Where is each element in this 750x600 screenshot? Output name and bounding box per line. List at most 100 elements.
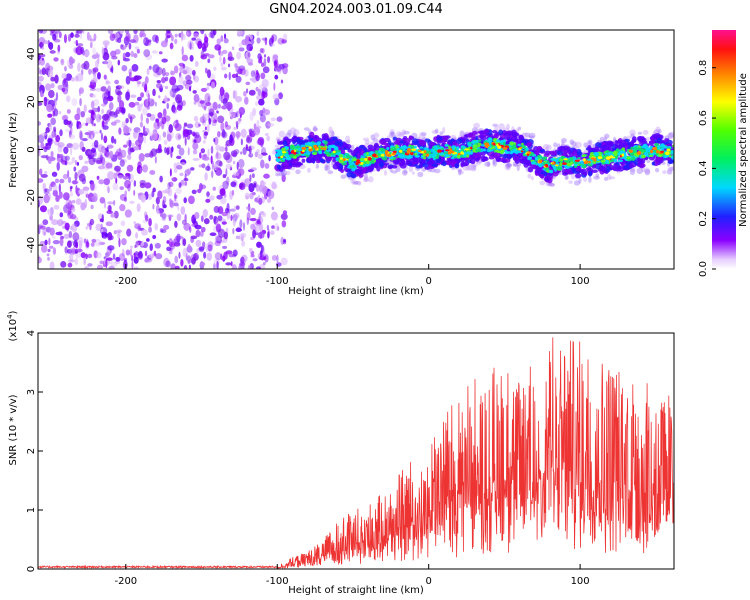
trace-halo-speck bbox=[352, 180, 359, 185]
noise-speckle bbox=[90, 78, 98, 83]
trace-core-speck bbox=[450, 156, 455, 160]
noise-speckle bbox=[110, 161, 113, 170]
noise-speckle bbox=[81, 165, 89, 173]
noise-speckle bbox=[101, 92, 107, 101]
noise-speckle bbox=[242, 146, 247, 156]
noise-speckle bbox=[212, 101, 218, 111]
noise-speckle bbox=[194, 60, 199, 67]
trace-halo-speck bbox=[275, 136, 281, 143]
noise-speckle bbox=[270, 211, 278, 221]
noise-speckle bbox=[113, 199, 116, 206]
noise-speckle bbox=[47, 137, 53, 143]
noise-speckle bbox=[66, 208, 72, 217]
trace-peak-speck bbox=[628, 149, 633, 153]
trace-halo-speck bbox=[278, 171, 284, 177]
noise-speckle bbox=[275, 262, 282, 267]
trace-peak-speck bbox=[314, 147, 317, 150]
noise-speckle bbox=[230, 261, 233, 267]
trace-band-speck bbox=[557, 146, 564, 152]
trace-halo-speck bbox=[516, 164, 520, 172]
noise-speckle bbox=[194, 121, 201, 129]
noise-speckle bbox=[39, 225, 47, 230]
noise-speckle bbox=[226, 202, 230, 212]
noise-speckle bbox=[38, 168, 43, 176]
noise-speckle bbox=[106, 257, 113, 261]
noise-speckle bbox=[81, 138, 88, 142]
noise-speckle bbox=[74, 220, 80, 227]
noise-speckle bbox=[174, 88, 181, 92]
noise-speckle bbox=[138, 250, 143, 259]
trace-halo-speck bbox=[459, 170, 464, 175]
noise-speckle bbox=[108, 80, 112, 85]
trace-core-speck bbox=[649, 154, 653, 158]
noise-speckle bbox=[74, 75, 79, 82]
noise-speckle bbox=[61, 73, 67, 80]
trace-core-speck bbox=[615, 148, 620, 152]
noise-speckle bbox=[244, 178, 251, 187]
snr-x-ticks: -200 -100 0 100 bbox=[114, 564, 590, 587]
noise-speckle bbox=[171, 177, 175, 181]
trace-core-speck bbox=[617, 159, 623, 163]
noise-speckle bbox=[38, 55, 42, 59]
noise-speckle bbox=[249, 174, 252, 182]
noise-speckle bbox=[53, 108, 59, 117]
noise-speckle bbox=[186, 79, 193, 85]
trace-band-speck bbox=[442, 160, 447, 167]
trace-halo-speck bbox=[329, 130, 335, 137]
noise-speckle bbox=[215, 168, 223, 176]
noise-speckle bbox=[259, 114, 266, 123]
noise-speckle bbox=[48, 122, 53, 131]
trace-band-speck bbox=[617, 166, 625, 172]
trace-peak-speck bbox=[588, 160, 591, 164]
noise-speckle bbox=[245, 144, 248, 149]
noise-speckle bbox=[73, 240, 78, 248]
y-tick-label: 2 bbox=[26, 448, 37, 454]
trace-band-speck bbox=[378, 138, 386, 145]
noise-speckle bbox=[264, 37, 268, 46]
noise-speckle bbox=[200, 87, 208, 92]
noise-speckle bbox=[257, 231, 265, 239]
trace-band-speck bbox=[291, 136, 297, 142]
noise-speckle bbox=[140, 113, 144, 122]
trace-band-speck bbox=[575, 167, 580, 172]
noise-speckle bbox=[122, 248, 125, 257]
noise-speckle bbox=[97, 165, 105, 170]
noise-speckle bbox=[124, 196, 127, 202]
trace-halo-speck bbox=[593, 175, 600, 180]
noise-speckle bbox=[113, 138, 117, 145]
trace-halo-speck bbox=[350, 177, 354, 184]
trace-halo-speck bbox=[325, 162, 331, 168]
noise-speckle bbox=[62, 173, 69, 180]
noise-speckle bbox=[164, 76, 169, 82]
noise-speckle bbox=[126, 228, 132, 237]
noise-speckle bbox=[238, 264, 245, 269]
trace-peak-speck bbox=[293, 151, 297, 155]
trace-core-speck bbox=[374, 150, 379, 154]
noise-speckle bbox=[180, 162, 186, 166]
noise-speckle bbox=[253, 182, 256, 188]
trace-halo-speck bbox=[484, 161, 491, 167]
noise-speckle bbox=[239, 262, 246, 266]
trace-halo-speck bbox=[325, 165, 331, 171]
trace-core-speck bbox=[496, 139, 500, 143]
trace-core-speck bbox=[301, 153, 305, 157]
noise-speckle bbox=[129, 116, 133, 124]
noise-speckle bbox=[127, 113, 131, 119]
noise-speckle bbox=[181, 54, 189, 62]
trace-core-speck bbox=[559, 162, 563, 167]
noise-speckle bbox=[103, 91, 109, 100]
noise-speckle bbox=[207, 244, 213, 252]
noise-speckle bbox=[53, 98, 57, 103]
noise-speckle bbox=[169, 88, 177, 98]
trace-band-speck bbox=[387, 165, 393, 169]
trace-halo-speck bbox=[306, 167, 311, 173]
noise-speckle bbox=[99, 196, 106, 204]
trace-halo-speck bbox=[517, 126, 522, 131]
noise-speckle bbox=[197, 188, 202, 194]
trace-halo-speck bbox=[383, 170, 388, 176]
noise-speckle bbox=[63, 78, 67, 84]
noise-speckle bbox=[41, 46, 44, 50]
trace-band-speck bbox=[623, 165, 630, 170]
